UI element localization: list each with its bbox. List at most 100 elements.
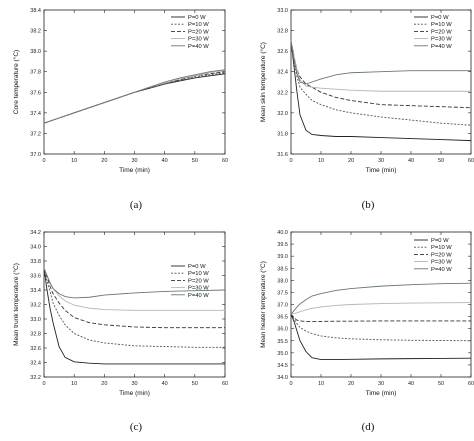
series-line-2 [290,40,472,109]
y-tick-label: 32.4 [30,361,41,367]
panel-caption: (a) [130,199,143,211]
x-tick-label: 60 [222,381,228,387]
y-axis-label: Mean skin temperature (°C) [259,42,267,122]
y-tick-label: 38.0 [30,49,41,55]
y-tick-label: 31.6 [277,152,288,158]
legend-label: P=10 W [188,271,209,277]
y-tick-label: 36.5 [277,315,288,321]
x-axis-label: Time (min) [366,167,397,174]
panel-caption: (c) [130,421,143,433]
series-line-1 [290,40,472,126]
y-tick-label: 33.2 [30,303,41,309]
x-tick-label: 50 [192,158,198,164]
y-tick-label: 32.2 [277,90,288,96]
series-line-0 [43,268,225,365]
legend-label: P=0 W [188,15,206,21]
y-tick-label: 32.4 [277,70,288,76]
legend-label: P=40 W [431,44,452,50]
y-tick-label: 33.6 [30,274,41,280]
series-line-3 [43,70,226,124]
x-tick-label: 60 [468,158,474,164]
x-tick-label: 30 [378,158,384,164]
x-tick-label: 20 [348,158,354,164]
panel-caption: (b) [362,199,375,211]
panel-caption: (d) [362,421,375,433]
x-tick-label: 60 [222,158,228,164]
x-tick-label: 20 [348,381,354,387]
y-tick-label: 37.2 [30,131,41,137]
series-line-2 [43,71,226,124]
y-tick-label: 40.0 [277,230,288,236]
x-tick-label: 60 [468,381,474,387]
y-tick-label: 32.2 [30,375,41,381]
legend-label: P=20 W [188,278,209,284]
series-line-4 [43,69,226,124]
series-line-4 [290,40,471,85]
y-tick-label: 37.0 [277,303,288,309]
y-tick-label: 33.4 [30,288,41,294]
series-line-0 [290,313,472,361]
y-tick-label: 36.0 [277,327,288,333]
y-tick-label: 37.5 [277,290,288,296]
y-tick-label: 31.8 [277,131,288,137]
legend-label: P=40 W [188,44,209,50]
y-tick-label: 38.2 [30,29,41,35]
panel-c: 0 10 20 30 40 50 60 32.2 32.4 32.6 32.8 33.0 33.2 33.… [12,230,228,433]
y-tick-label: 34.0 [30,245,41,251]
y-tick-label: 39.0 [277,254,288,260]
x-axis-label: Time (min) [366,390,397,397]
y-tick-label: 37.4 [30,111,41,117]
series-line-1 [43,268,225,348]
x-tick-label: 10 [71,381,77,387]
legend-label: P=30 W [431,37,452,43]
y-axis-label: Mean heater temperature (°C) [259,261,267,348]
y-tick-label: 38.5 [277,266,288,272]
panel-b: 0 10 20 30 40 50 60 31.6 31.8 32.0 32.2 32.4 32.6 32.… [259,8,474,211]
x-tick-label: 30 [131,158,137,164]
y-tick-label: 32.8 [277,29,288,35]
y-tick-label: 38.4 [30,8,41,14]
x-tick-label: 50 [438,158,444,164]
legend-label: P=10 W [431,22,452,28]
series-line-0 [43,73,226,124]
series-line-0 [290,40,472,142]
legend: P=0 WP=10 WP=20 W P=30 WP=40 W [171,15,209,50]
series-line-2 [290,313,471,322]
panel-a: 0 10 20 30 40 50 60 37.0 37.2 37.4 37.6 37.8 38.0 38.… [12,8,228,211]
legend-label: P=20 W [431,252,452,258]
y-tick-label: 38.0 [277,278,288,284]
x-tick-label: 10 [318,381,324,387]
y-tick-label: 32.6 [30,346,41,352]
x-axis-label: Time (min) [119,390,150,397]
series-line-3 [290,302,472,315]
y-axis-label: Core temperature (°C) [12,50,20,114]
series-line-1 [290,313,472,342]
y-tick-label: 33.0 [30,317,41,323]
y-tick-label: 39.5 [277,242,288,248]
x-tick-label: 10 [71,158,77,164]
x-tick-label: 40 [162,381,168,387]
legend-label: P=20 W [431,29,452,35]
series-line-4 [290,282,472,315]
x-tick-label: 10 [318,158,324,164]
legend-label: P=0 W [431,238,449,244]
x-tick-label: 0 [289,381,292,387]
x-tick-label: 40 [408,381,414,387]
legend: P=0 WP=10 WP=20 W P=30 WP=40 W [171,264,209,299]
y-tick-label: 35.5 [277,339,288,345]
x-tick-label: 40 [162,158,168,164]
series-line-1 [43,72,226,124]
y-tick-label: 37.6 [30,90,41,96]
x-tick-label: 20 [101,381,107,387]
x-tick-label: 0 [289,158,292,164]
y-tick-label: 33.0 [277,8,288,14]
y-tick-label: 32.8 [30,332,41,338]
series-line-3 [290,40,471,92]
x-axis-label: Time (min) [119,167,150,174]
y-tick-label: 37.0 [30,152,41,158]
legend-label: P=30 W [431,260,452,266]
legend: P=0 WP=10 WP=20 W P=30 WP=40 W [414,238,452,273]
y-tick-label: 33.8 [30,259,41,265]
x-tick-label: 30 [131,381,137,387]
legend-label: P=40 W [188,293,209,299]
